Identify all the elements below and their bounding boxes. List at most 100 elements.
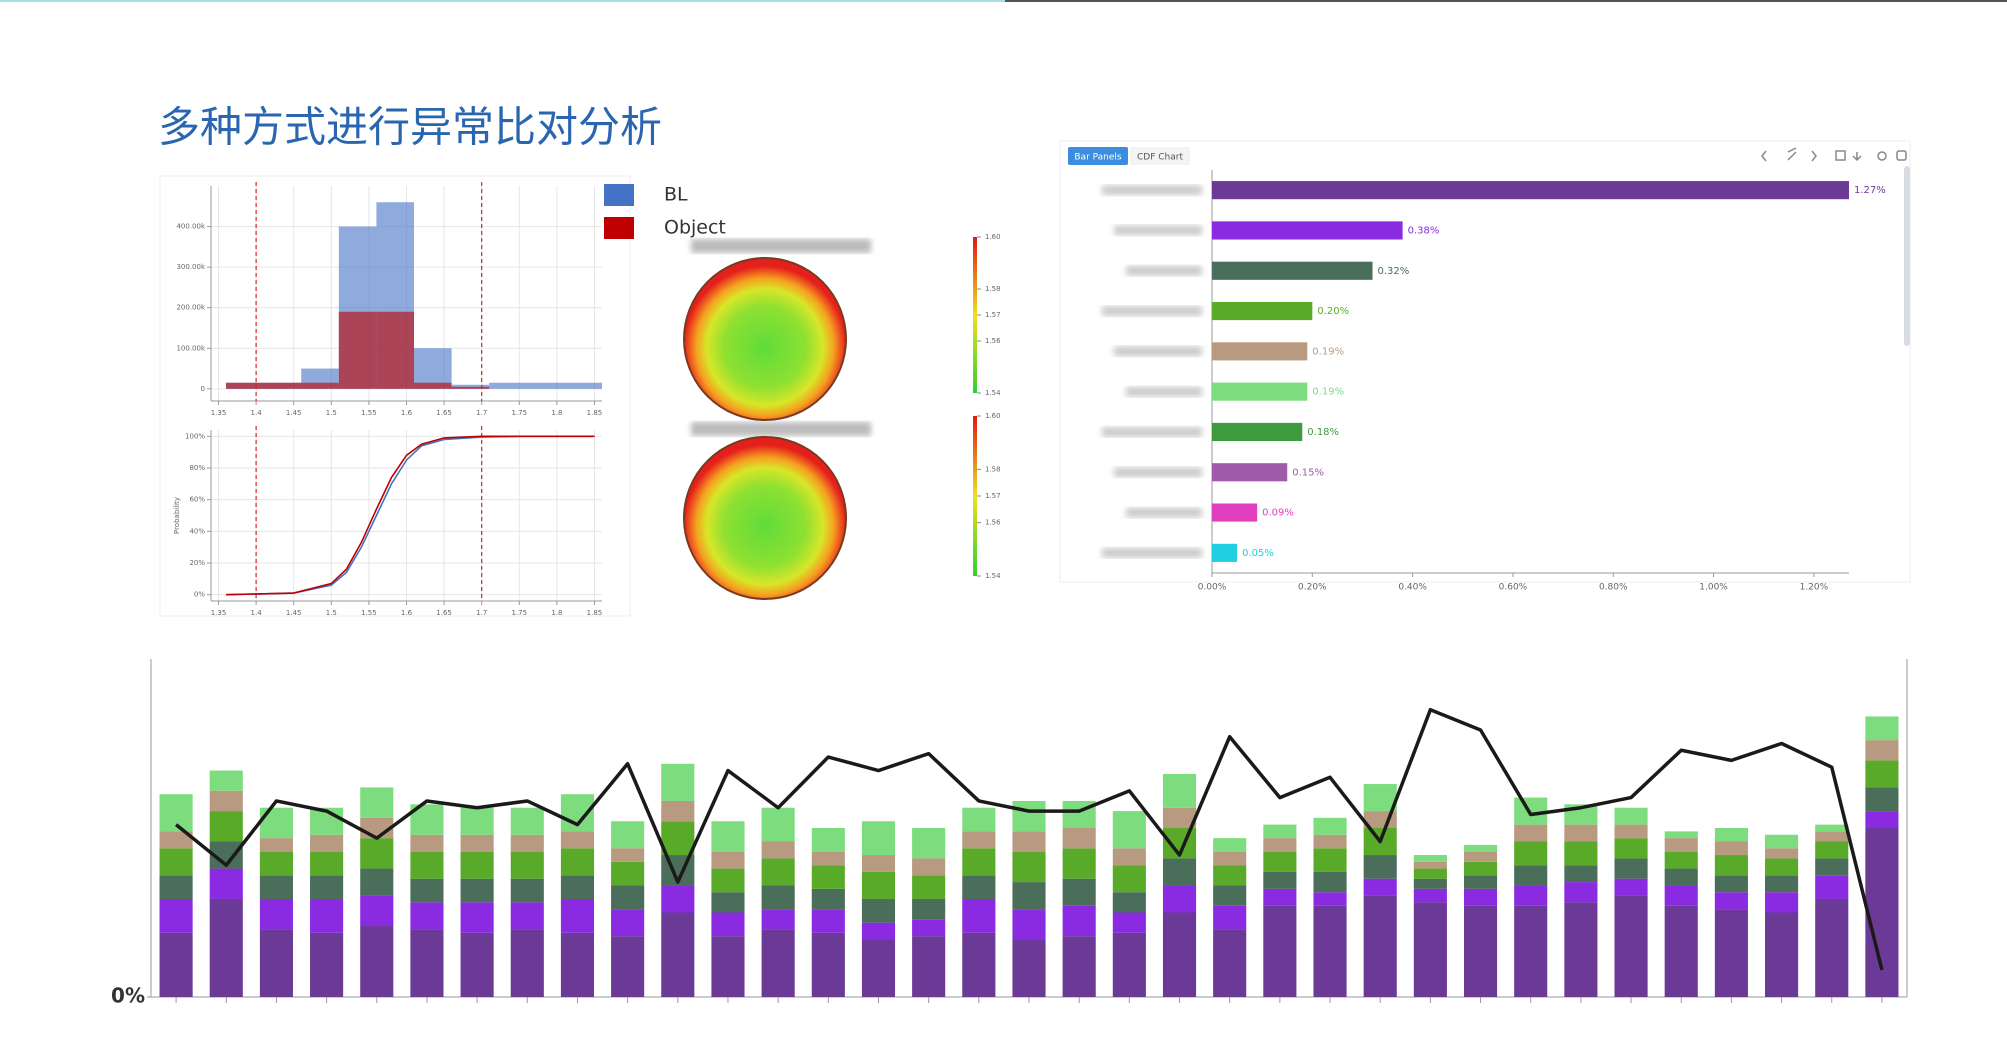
bar-segment <box>611 885 645 910</box>
bar-segment <box>1564 865 1598 883</box>
scrollbar[interactable] <box>1904 166 1910 346</box>
bar-segment <box>1714 892 1748 910</box>
expand-icon[interactable] <box>1787 147 1797 161</box>
bar-segment <box>1514 885 1548 906</box>
bar-segment <box>460 851 494 879</box>
bar-segment <box>209 898 243 997</box>
bar-segment <box>159 898 193 933</box>
menu-icon[interactable] <box>1896 150 1907 161</box>
bar-segment <box>711 851 745 869</box>
bar-segment <box>1012 831 1046 852</box>
bar-segment <box>209 790 243 812</box>
y-tick-label: 100.00k <box>176 344 205 352</box>
value-label: 0.38% <box>1408 225 1440 236</box>
bar-segment <box>310 834 344 852</box>
colorbar-tick-label: 1.58 <box>985 285 1001 293</box>
bar-segment <box>1714 875 1748 893</box>
bar-segment <box>1313 892 1347 906</box>
x-tick-label: 0.20% <box>1298 583 1327 593</box>
bar-segment <box>861 939 896 997</box>
blurred-label <box>1114 467 1202 478</box>
bar-segment <box>1614 858 1648 879</box>
blurred-label <box>1114 346 1202 357</box>
bar-segment <box>761 909 795 930</box>
colorbar-tick-label: 1.56 <box>985 519 1001 527</box>
bar-segment <box>1815 831 1849 842</box>
bar-segment <box>360 868 394 896</box>
y-tick-label: 0 <box>201 385 205 393</box>
next-icon[interactable] <box>1811 150 1817 162</box>
bar-segment <box>1664 905 1698 997</box>
settings-icon[interactable] <box>1877 151 1887 161</box>
y-tick-label: 200.00k <box>176 304 205 312</box>
bar-segment <box>259 807 293 839</box>
bar-segment <box>711 868 745 893</box>
bar <box>1212 382 1308 401</box>
bar-segment <box>1564 841 1598 866</box>
bar-segment <box>1313 905 1347 997</box>
download-icon[interactable] <box>1852 152 1862 162</box>
bar-segment <box>1062 905 1096 937</box>
bar-segment <box>912 828 946 859</box>
blurred-label <box>1102 185 1202 196</box>
bar-segment <box>962 807 996 832</box>
bar-segment <box>510 807 544 835</box>
bar-segment <box>1263 851 1297 872</box>
bar-segment <box>761 929 795 997</box>
tab-label[interactable]: Bar Panels <box>1074 153 1122 163</box>
blurred-label <box>1102 306 1202 317</box>
tab-label[interactable]: CDF Chart <box>1137 153 1183 163</box>
bar-segment <box>259 838 293 852</box>
bar-segment <box>962 932 996 997</box>
bar-segment <box>811 888 845 910</box>
histogram-bar <box>301 382 339 389</box>
tab[interactable] <box>1068 147 1128 165</box>
bar-segment <box>1112 848 1146 866</box>
bar-segment <box>1012 882 1046 910</box>
wafer-map <box>683 436 847 600</box>
panel-icon[interactable] <box>1835 150 1846 161</box>
bar-segment <box>310 875 344 899</box>
bar-segment <box>1413 902 1447 997</box>
x-tick-label: 0.40% <box>1398 583 1427 593</box>
histogram-bar <box>338 311 377 389</box>
top-rule <box>0 0 1005 2</box>
y-tick-label: 0% <box>194 591 205 599</box>
bar-segment <box>962 898 996 933</box>
bar-segment <box>1313 848 1347 872</box>
bar-segment <box>1664 851 1698 869</box>
bar-segment <box>761 858 795 886</box>
x-tick-label: 1.6 <box>401 609 413 617</box>
x-tick-label: 1.7 <box>476 609 487 617</box>
bar-segment <box>1865 811 1899 828</box>
bar-segment <box>1865 716 1899 741</box>
bar-segment <box>962 831 996 849</box>
bar-segment <box>611 848 645 862</box>
bar-segment <box>1514 865 1548 886</box>
x-tick-label: 1.75 <box>511 409 527 417</box>
x-tick-label: 1.55 <box>361 409 377 417</box>
colorbar-tick-label: 1.57 <box>985 492 1001 500</box>
prev-icon[interactable] <box>1761 150 1767 162</box>
value-label: 0.19% <box>1312 387 1344 398</box>
y-axis-label: Probability <box>173 497 181 534</box>
bar-segment <box>560 848 595 876</box>
bar <box>1212 181 1849 200</box>
y-tick-label: 80% <box>189 464 205 472</box>
bar-segment <box>410 929 444 997</box>
bar-segment <box>159 831 193 849</box>
x-tick-label: 0.00% <box>1198 583 1227 593</box>
bar-segment <box>711 892 745 913</box>
x-tick-label: 1.45 <box>286 609 302 617</box>
x-tick-label: 1.65 <box>436 409 452 417</box>
bar-segment <box>811 851 845 866</box>
tab[interactable] <box>1130 147 1190 165</box>
blurred-label <box>1102 426 1202 437</box>
bar-segment <box>259 875 293 899</box>
x-tick-label: 1.35 <box>211 409 227 417</box>
slide-title: 多种方式进行异常比对分析 <box>158 103 662 152</box>
bar-segment <box>560 831 595 849</box>
bar-segment <box>1263 905 1297 997</box>
x-tick-label: 1.35 <box>211 609 227 617</box>
